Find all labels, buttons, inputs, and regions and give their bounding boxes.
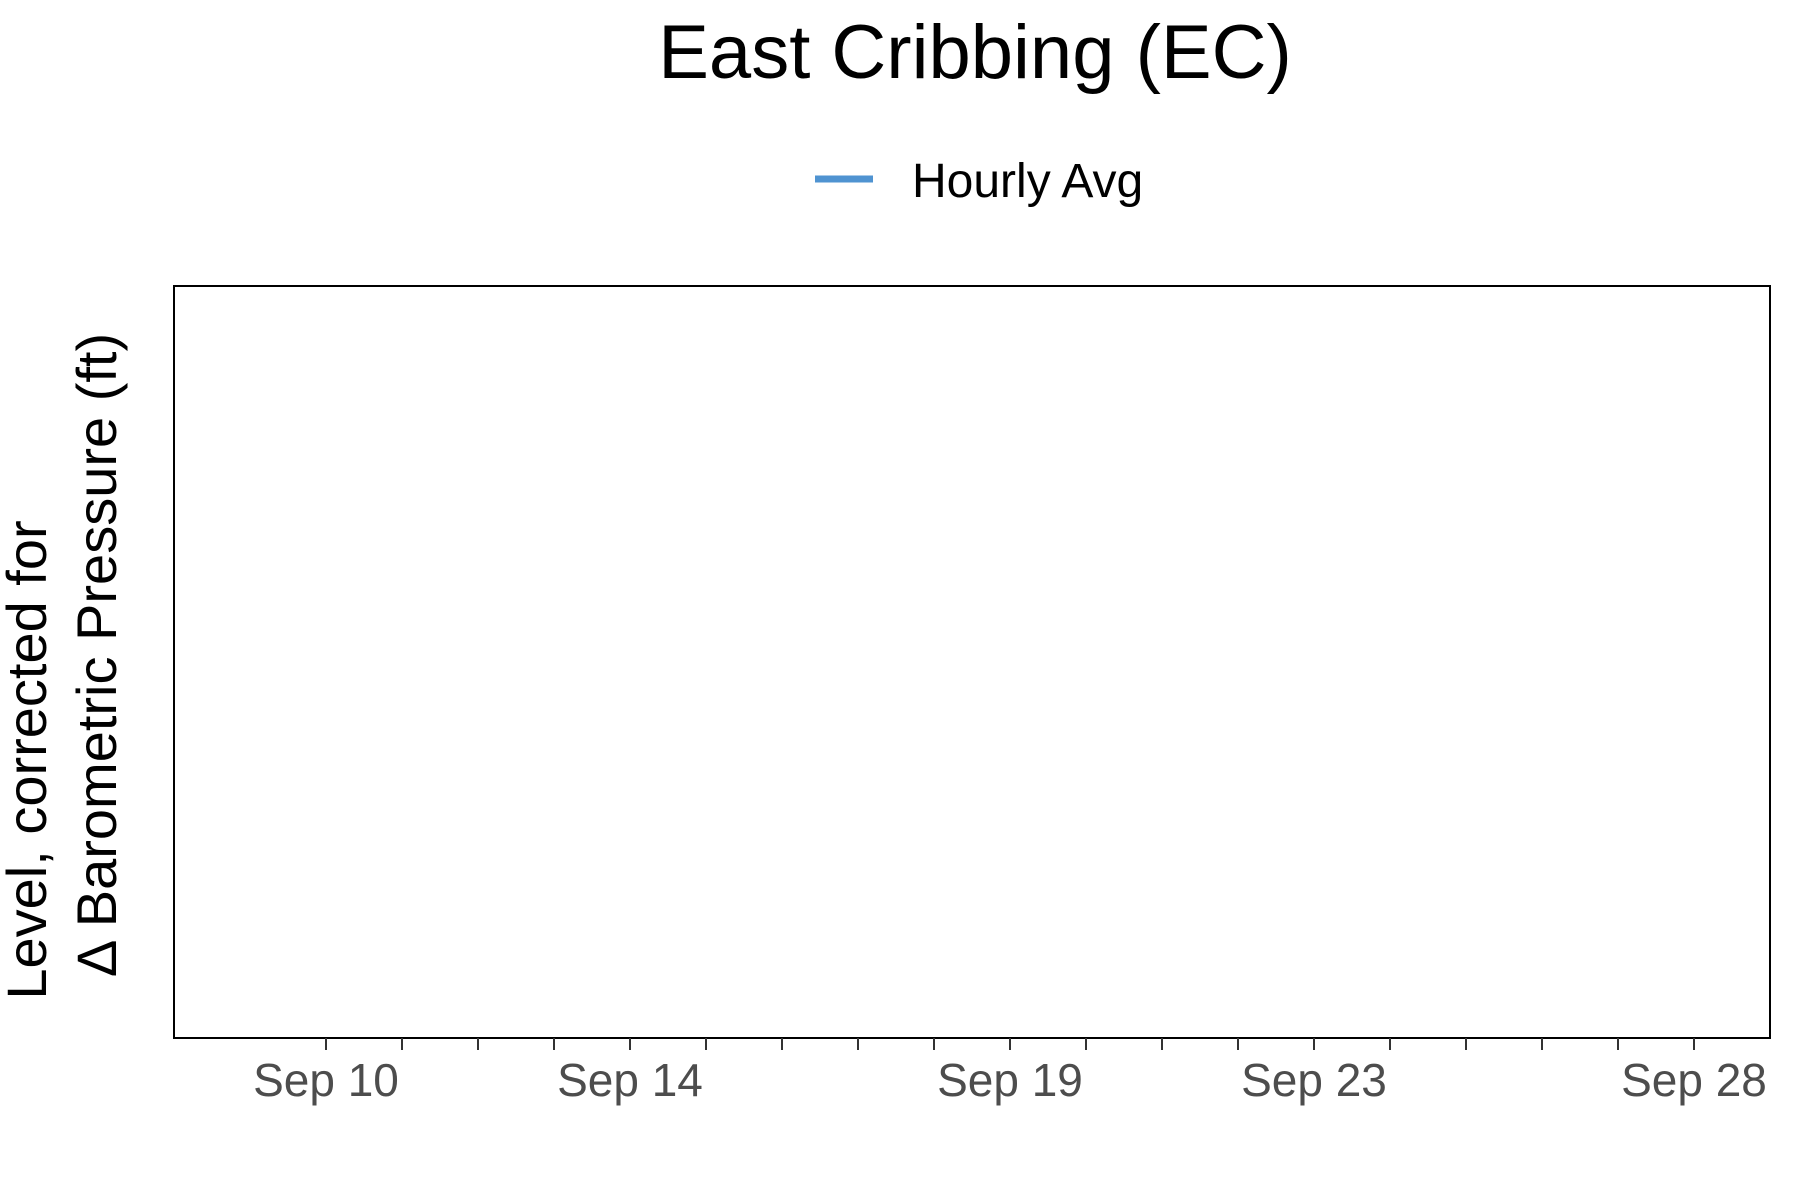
- x-tick-label: Sep 23: [1241, 1054, 1387, 1106]
- x-tick-label: Sep 19: [937, 1054, 1083, 1106]
- x-tick-label: Sep 10: [253, 1054, 399, 1106]
- chart-title: East Cribbing (EC): [658, 10, 1292, 95]
- y-axis-label-line-2: Δ Barometric Pressure (ft): [65, 333, 128, 977]
- plot-panel: [173, 285, 1771, 1039]
- y-axis-label-line-1: Level, corrected for: [0, 520, 58, 999]
- x-axis: Sep 10 Sep 14 Sep 19 Sep 23 Sep 28: [253, 1038, 1767, 1106]
- x-tick-label: Sep 28: [1621, 1054, 1767, 1106]
- y-axis-label: Level, corrected for Δ Barometric Pressu…: [0, 333, 128, 1000]
- legend-label-hourly-avg: Hourly Avg: [912, 155, 1143, 208]
- x-tick-label: Sep 14: [557, 1054, 703, 1106]
- legend: Hourly Avg: [815, 155, 1143, 208]
